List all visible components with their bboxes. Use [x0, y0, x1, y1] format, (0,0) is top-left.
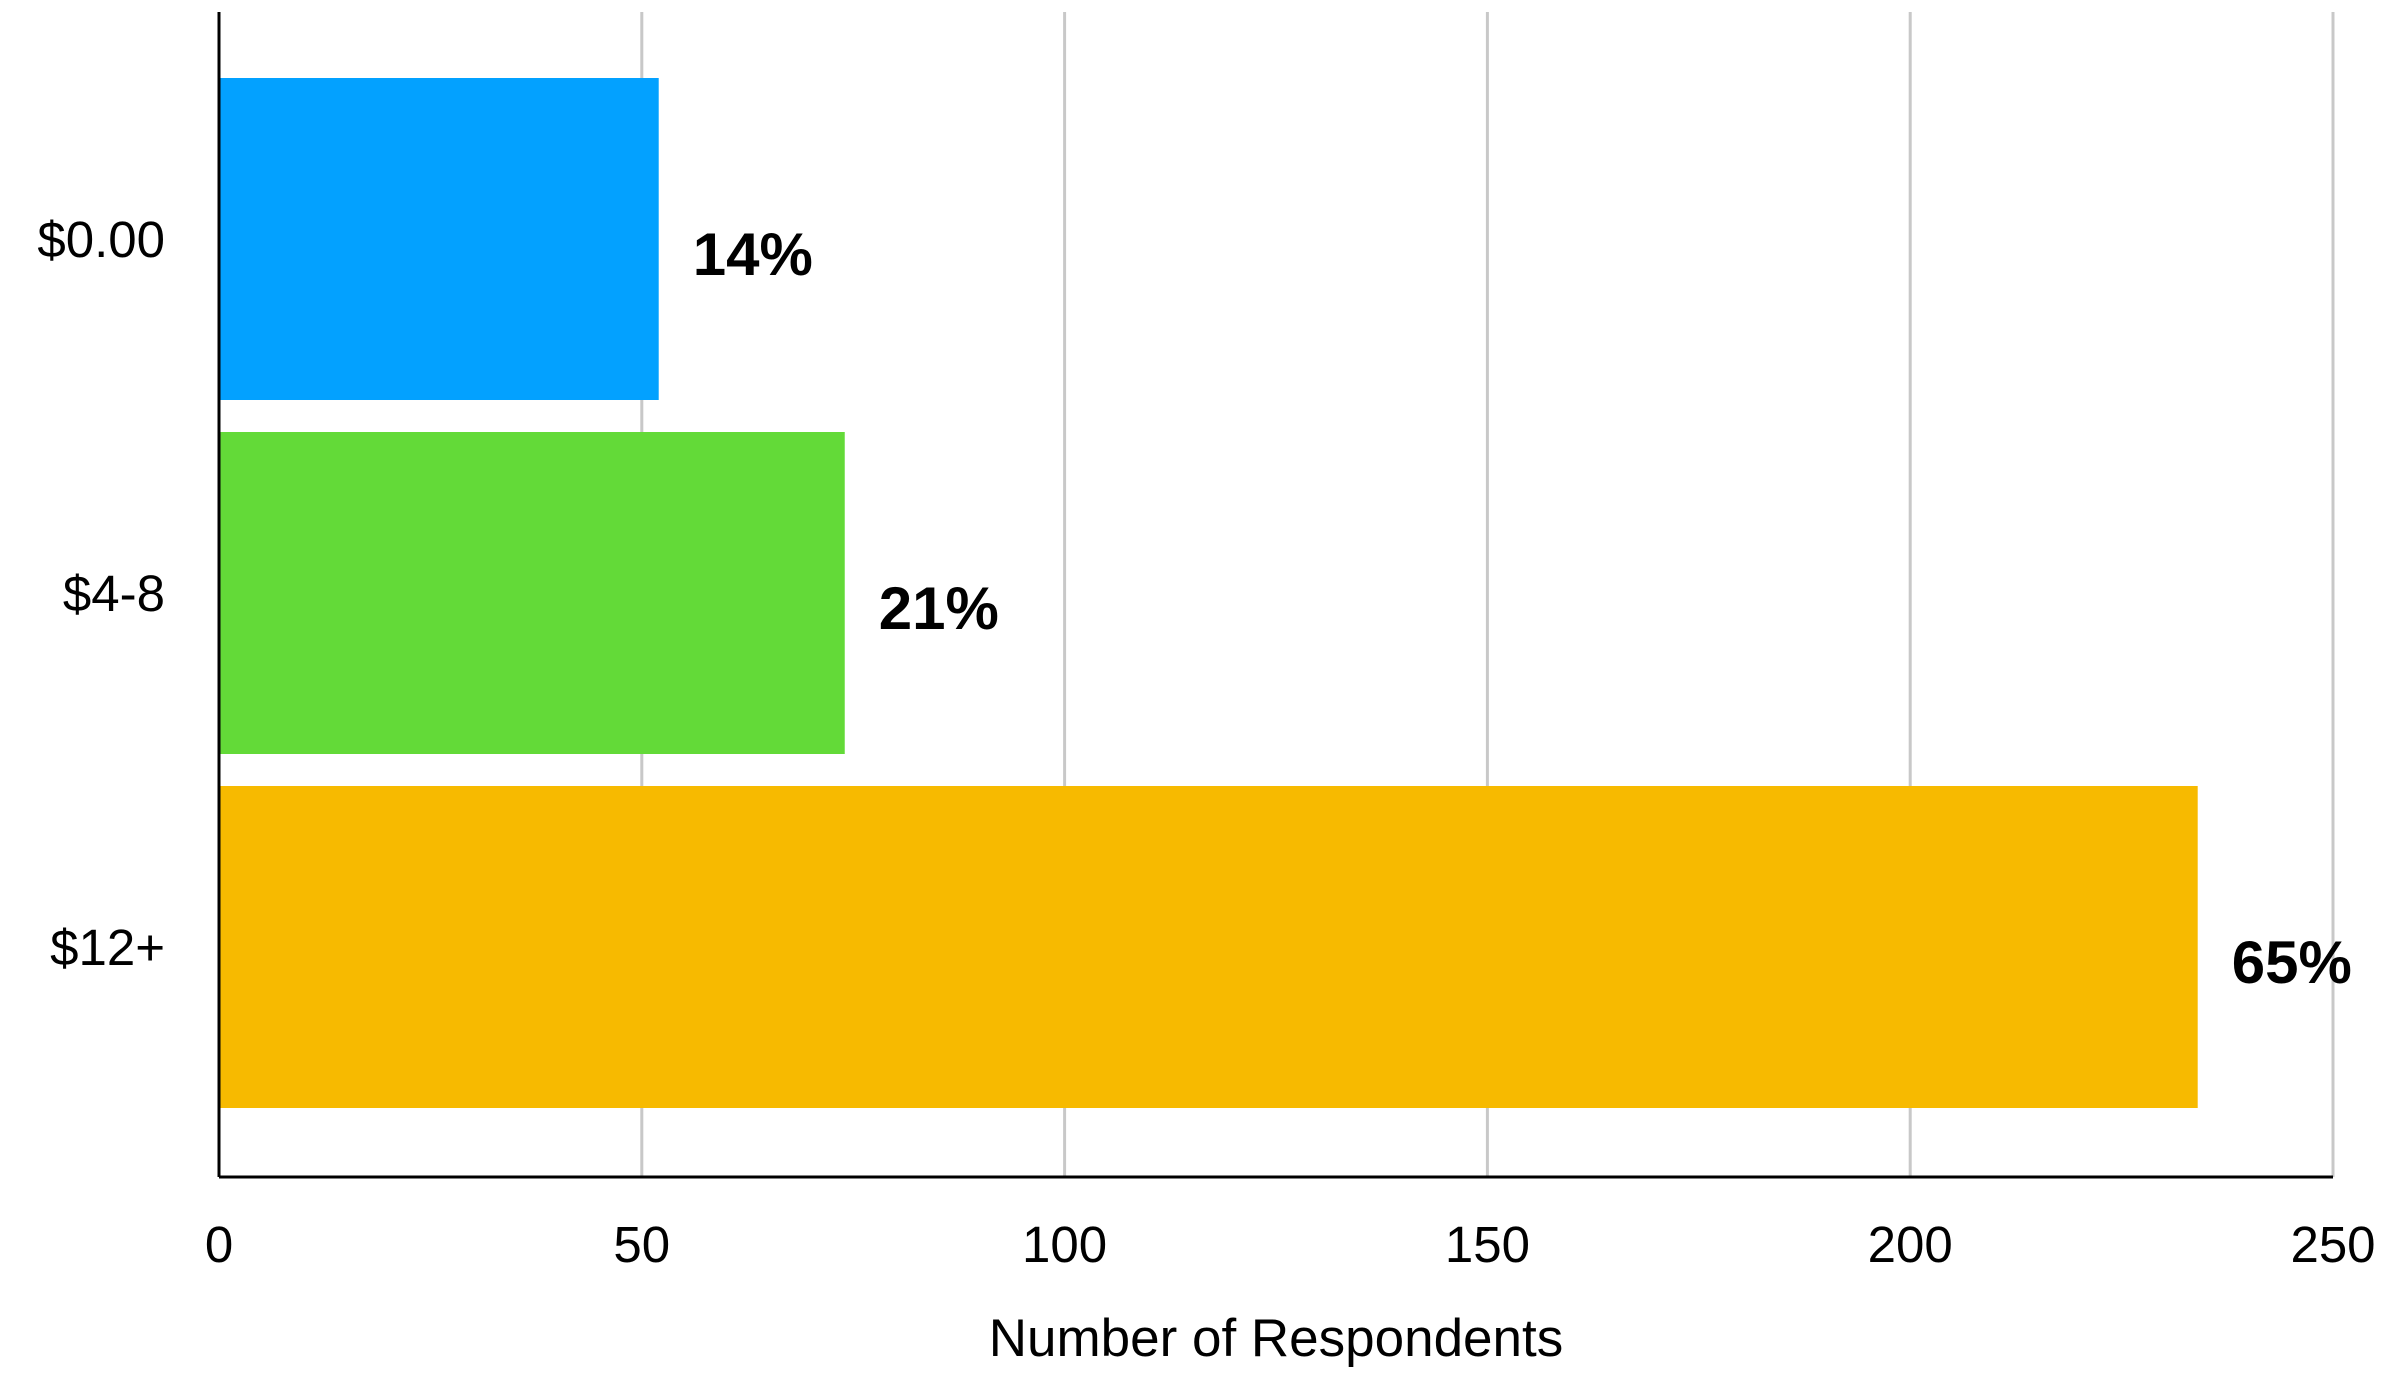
data-label-0: 14% — [693, 221, 813, 288]
x-tick-label-250: 250 — [2290, 1216, 2375, 1273]
category-labels: $0.00 $4-8 $12+ — [37, 211, 165, 976]
x-tick-label-50: 50 — [613, 1216, 670, 1273]
x-tick-label-0: 0 — [205, 1216, 233, 1273]
bars — [219, 78, 2198, 1108]
x-tick-label-150: 150 — [1445, 1216, 1530, 1273]
bar-0 — [219, 78, 659, 400]
x-tick-label-200: 200 — [1868, 1216, 1953, 1273]
data-label-2: 65% — [2232, 929, 2352, 996]
data-label-1: 21% — [879, 575, 999, 642]
category-label-1: $4-8 — [63, 565, 165, 622]
bar-1 — [219, 432, 845, 754]
x-tick-label-100: 100 — [1022, 1216, 1107, 1273]
bar-2 — [219, 786, 2198, 1108]
category-label-2: $12+ — [50, 919, 165, 976]
axes — [217, 12, 2333, 1179]
x-axis-title: Number of Respondents — [989, 1309, 1564, 1368]
data-labels: 14% 21% 65% — [693, 221, 2352, 996]
category-label-0: $0.00 — [37, 211, 165, 268]
x-tick-labels: 0 50 100 150 200 250 — [205, 1216, 2376, 1273]
